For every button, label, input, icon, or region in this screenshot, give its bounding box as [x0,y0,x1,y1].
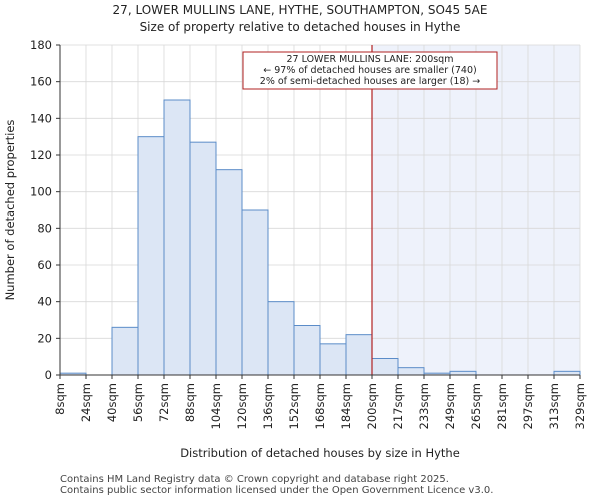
y-tick-label: 140 [30,111,52,125]
x-tick-label: 168sqm [313,383,327,429]
y-tick-label: 0 [45,368,52,382]
annotation-line-2: ← 97% of detached houses are smaller (74… [263,65,476,76]
y-axis-label: Number of detached properties [3,120,17,301]
bar-120sqm [241,209,269,376]
bar-88sqm [189,141,217,376]
x-tick-label: 249sqm [443,383,457,429]
y-tick-label: 60 [37,258,52,272]
bar-184sqm [345,334,373,376]
y-tick-label: 20 [37,331,52,345]
x-tick-label: 8sqm [53,383,67,415]
y-tick-label: 80 [37,221,52,235]
footer: Contains HM Land Registry data © Crown c… [60,474,493,496]
x-tick-label: 329sqm [573,383,587,429]
y-tick-label: 40 [37,295,52,309]
x-tick-label: 104sqm [209,383,223,429]
y-tick-label: 160 [30,75,52,89]
x-tick-label: 313sqm [547,383,561,429]
chart-title: 27, LOWER MULLINS LANE, HYTHE, SOUTHAMPT… [113,3,488,17]
x-tick-label: 136sqm [261,383,275,429]
x-tick-label: 184sqm [339,383,353,429]
x-tick-label: 281sqm [495,383,509,429]
x-axis-label: Distribution of detached houses by size … [180,446,460,460]
x-tick-label: 88sqm [183,383,197,422]
bar-200sqm [371,358,399,376]
x-tick-label: 297sqm [521,383,535,429]
bar-217sqm [397,367,425,376]
annotation-box: 27 LOWER MULLINS LANE: 200sqm ← 97% of d… [242,51,498,90]
bar-136sqm [267,301,295,376]
bar-72sqm [163,99,191,376]
x-tick-label: 217sqm [391,383,405,429]
x-tick-label: 200sqm [365,383,379,429]
x-tick-label: 72sqm [157,383,171,422]
bar-152sqm [293,325,321,376]
x-tick-label: 233sqm [417,383,431,429]
bar-40sqm [111,326,139,376]
x-tick-label: 24sqm [79,383,93,422]
y-tick-label: 180 [30,38,52,52]
annotation-line-3: 2% of semi-detached houses are larger (1… [260,76,480,87]
footer-line-1: Contains HM Land Registry data © Crown c… [60,474,449,485]
x-tick-label: 152sqm [287,383,301,429]
y-tick-label: 120 [30,148,52,162]
bar-104sqm [215,169,243,376]
x-tick-label: 40sqm [105,383,119,422]
annotation-line-1: 27 LOWER MULLINS LANE: 200sqm [287,54,454,65]
bar-249sqm [449,370,477,376]
bar-313sqm [553,370,581,376]
x-tick-label: 265sqm [469,383,483,429]
y-tick-label: 100 [30,185,52,199]
bar-168sqm [319,343,347,376]
bar-56sqm [137,136,165,376]
footer-line-2: Contains public sector information licen… [60,485,494,496]
x-tick-label: 120sqm [235,383,249,429]
chart-subtitle: Size of property relative to detached ho… [140,20,461,34]
x-tick-label: 56sqm [131,383,145,422]
